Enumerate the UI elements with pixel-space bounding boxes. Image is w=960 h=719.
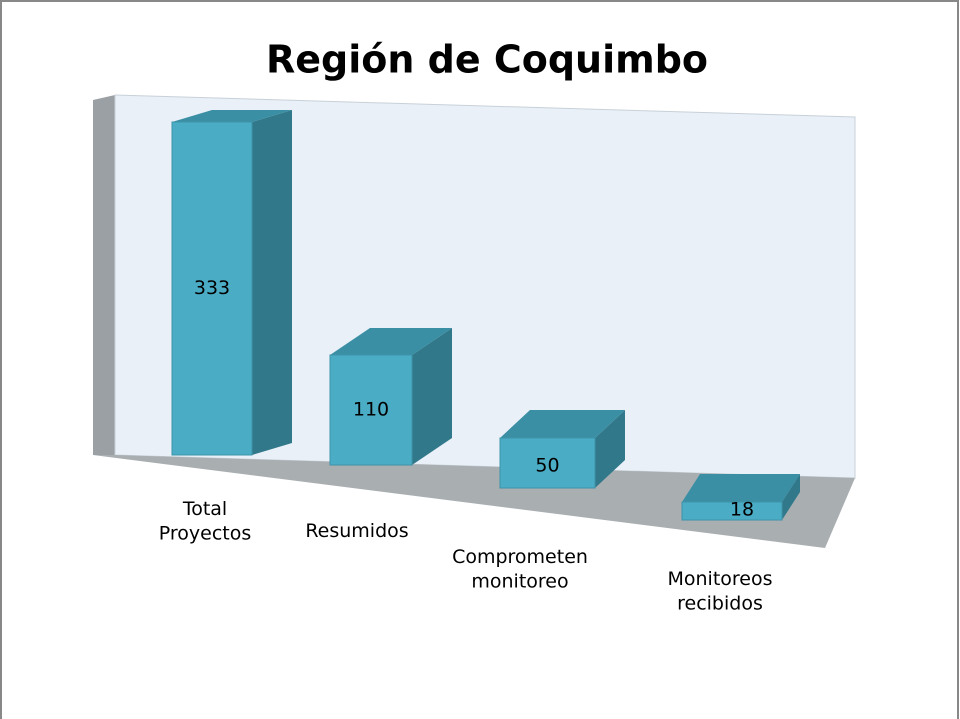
chart-title: Región de Coquimbo xyxy=(266,38,708,82)
bar-front xyxy=(499,437,596,489)
value-label: 50 xyxy=(535,455,559,477)
value-label: 333 xyxy=(194,277,230,299)
bar-side xyxy=(252,110,292,455)
bar-side xyxy=(412,328,452,465)
value-label: 18 xyxy=(730,499,754,521)
bar-top xyxy=(330,328,452,355)
x-tick-label: Total Proyectos xyxy=(159,498,252,545)
x-tick-label: Comprometen monitoreo xyxy=(452,546,588,593)
bar xyxy=(329,328,452,466)
x-tick-label: Monitoreos recibidos xyxy=(667,568,772,615)
value-label: 110 xyxy=(353,399,389,421)
x-tick-label: Resumidos xyxy=(305,520,408,542)
bar xyxy=(171,110,292,456)
bar-side xyxy=(595,410,625,488)
side-wall xyxy=(93,95,115,455)
bar xyxy=(681,474,800,521)
bar-front xyxy=(171,121,253,456)
bar-side xyxy=(782,474,800,520)
floor xyxy=(93,455,855,548)
bar-front xyxy=(681,501,783,521)
bar-top xyxy=(500,410,625,438)
bar-top xyxy=(682,474,800,502)
bar-front xyxy=(329,354,413,466)
bar-top xyxy=(172,110,292,122)
bar xyxy=(499,410,625,489)
